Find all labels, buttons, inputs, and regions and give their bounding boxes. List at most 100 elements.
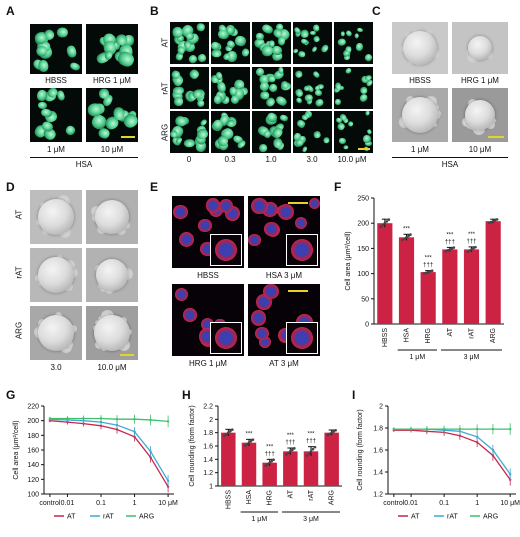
col-label-b-3: 3.0 [306, 155, 318, 164]
chart-h: 1 1.2 1.4 1.6 1.8 2 2.2 Cell rounding (form fac… [189, 404, 342, 523]
data-point [422, 272, 426, 275]
data-point [272, 458, 275, 461]
cell-mark [278, 204, 294, 220]
panel-label-f: F [334, 180, 342, 194]
series-line [49, 420, 169, 488]
cell-mark [36, 46, 48, 57]
caption-c-group: HSA [441, 160, 459, 169]
row-label-d-rat: rAT [14, 266, 24, 279]
cell-mark [56, 89, 66, 101]
data-point [425, 427, 429, 431]
cell-mark [65, 44, 78, 58]
col-label-b-2: 1.0 [265, 155, 277, 164]
significance-mark: ††† [265, 451, 275, 457]
data-point [229, 429, 232, 433]
significance-mark: ††† [306, 439, 316, 445]
cell-mark [314, 89, 324, 97]
y-tick-label: 1.6 [203, 444, 213, 451]
data-point [493, 218, 497, 222]
caption-c-hrg: HRG 1 μM [461, 76, 499, 85]
x-tick-label: HSA [404, 328, 411, 343]
data-point [379, 225, 383, 229]
y-tick-label: 1.4 [373, 470, 383, 477]
micrograph-b-cell [293, 22, 332, 64]
group-line-c [392, 157, 508, 158]
data-point [66, 417, 69, 420]
scale-bar [288, 290, 308, 292]
x-tick-label: ARG [490, 328, 497, 343]
data-point [268, 461, 271, 464]
series-line [49, 417, 169, 423]
inset-zoom [286, 322, 318, 354]
data-point [442, 427, 446, 431]
series-line [393, 429, 511, 481]
data-point [472, 246, 475, 250]
data-point [251, 438, 255, 441]
caption-e-hsa: HSA 3 μM [265, 271, 303, 280]
cell-mark [359, 86, 368, 95]
data-point [309, 450, 313, 453]
row-label-b-rat: rAT [160, 82, 170, 95]
data-point [458, 434, 462, 437]
cell-mark [367, 128, 373, 135]
panel-label-h: H [182, 388, 191, 402]
data-point [285, 453, 288, 456]
data-point [305, 454, 309, 457]
cell-mark [172, 86, 184, 95]
cell-mark [240, 47, 250, 59]
bar [442, 249, 458, 324]
micrograph-b-cell [211, 111, 250, 153]
micrograph-b-cell [170, 22, 209, 64]
y-tick-label: 100 [357, 271, 369, 278]
cell-mark [300, 29, 309, 39]
bar [324, 432, 339, 486]
significance-mark: ††† [445, 239, 455, 245]
data-point [489, 220, 493, 224]
micrograph-b-cell [170, 67, 209, 109]
panel-label-c: C [372, 4, 381, 18]
data-point [450, 247, 454, 250]
cell-mark [173, 96, 184, 107]
x-tick-label: 1 [475, 500, 479, 507]
cell-mark [215, 239, 237, 261]
data-point [334, 428, 337, 432]
cell-mark [295, 96, 304, 105]
scale-bar [358, 148, 370, 150]
data-point [385, 220, 389, 223]
data-point [426, 270, 430, 274]
chart-g: 100 120 140 160 180 200 220 Cell area (μm²/cell… [13, 404, 178, 521]
data-point [405, 236, 408, 239]
data-point [401, 238, 404, 242]
cell-mark [365, 141, 372, 147]
confocal-e-hsa [248, 196, 320, 268]
row-label-b-at: AT [160, 37, 170, 48]
micrograph-b-cell [211, 67, 250, 109]
x-tick-label: HBSS [382, 328, 389, 347]
data-point [166, 420, 170, 423]
cell-shape [465, 100, 495, 130]
x-tick-label: HBSS [225, 490, 232, 509]
data-point [508, 427, 512, 431]
y-axis-label: Cell rounding (form factor) [189, 405, 196, 486]
micrograph-b-cell [293, 67, 332, 109]
y-tick-label: 180 [27, 433, 39, 440]
panel-label-e: E [150, 180, 159, 194]
cell-mark [177, 46, 185, 55]
cell-mark [355, 42, 364, 51]
cell-mark [56, 27, 69, 38]
data-point [458, 427, 462, 431]
micrograph-b-cell [252, 111, 291, 153]
y-tick-label: 2.2 [203, 404, 213, 411]
cell-mark [313, 24, 321, 32]
cell-mark [64, 124, 77, 137]
legend-label: ARG [139, 514, 154, 521]
x-tick-label: 1 [133, 500, 137, 507]
data-point [392, 427, 396, 431]
bar [241, 442, 257, 486]
bar [262, 462, 277, 486]
x-tick-label: control [39, 500, 60, 507]
y-tick-label: 1.4 [203, 457, 213, 464]
cell-mark [183, 308, 197, 322]
cell-mark [36, 59, 50, 74]
sem-d-at-3 [30, 190, 82, 244]
